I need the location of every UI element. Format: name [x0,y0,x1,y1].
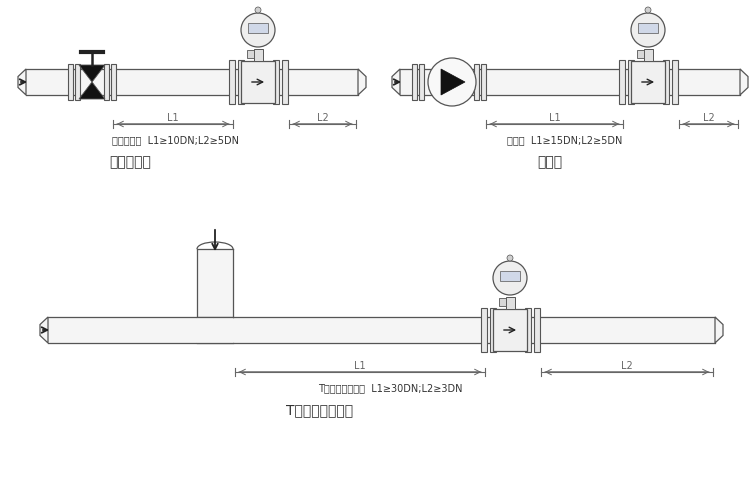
Text: L2: L2 [316,113,328,123]
Bar [197,317,233,343]
Bar [229,60,235,104]
Bar [506,297,515,309]
Bar [68,64,73,100]
Text: L1: L1 [549,113,560,123]
Text: L2: L2 [703,113,714,123]
Text: 截止阀下游: 截止阀下游 [109,155,151,169]
Bar [481,308,487,352]
Text: L1: L1 [354,361,366,371]
Polygon shape [358,69,366,95]
Bar [638,23,658,33]
Text: L1: L1 [167,113,178,123]
Text: T形三通、混合流  L1≥30DN;L2≥3DN: T形三通、混合流 L1≥30DN;L2≥3DN [318,383,462,393]
Polygon shape [79,65,105,82]
Bar [662,60,668,104]
Text: 泵下游: 泵下游 [538,155,562,169]
Bar [637,50,644,58]
Polygon shape [18,69,26,95]
Bar [272,60,278,104]
Polygon shape [79,82,105,99]
Bar [481,64,486,100]
Bar [254,49,262,61]
Circle shape [493,261,527,295]
Circle shape [507,255,513,261]
Bar [248,23,268,33]
Bar [474,64,479,100]
Bar [628,60,634,104]
Bar [238,60,244,104]
Bar [524,308,530,352]
Bar [75,64,80,100]
Bar [631,61,665,103]
Bar [490,308,496,352]
Bar [247,50,254,58]
Text: T形三通、混合流: T形三通、混合流 [286,403,353,417]
Polygon shape [40,317,48,343]
Circle shape [428,58,476,106]
Bar [671,60,677,104]
Text: L2: L2 [621,361,633,371]
Circle shape [241,13,275,47]
Text: 截止阀下游  L1≥10DN;L2≥5DN: 截止阀下游 L1≥10DN;L2≥5DN [112,135,238,145]
Bar [412,64,417,100]
Bar [533,308,539,352]
Bar [493,309,527,351]
Bar [104,64,109,100]
Bar [500,271,520,281]
Text: 泵下游  L1≥15DN;L2≥5DN: 泵下游 L1≥15DN;L2≥5DN [507,135,622,145]
Bar [644,49,652,61]
Polygon shape [740,69,748,95]
Polygon shape [715,317,723,343]
Bar [619,60,625,104]
Circle shape [631,13,665,47]
Bar [419,64,424,100]
Circle shape [645,7,651,13]
Circle shape [255,7,261,13]
Bar [499,298,506,306]
Bar [111,64,116,100]
Bar [281,60,287,104]
Polygon shape [441,69,465,95]
Bar [241,61,275,103]
Polygon shape [392,69,400,95]
